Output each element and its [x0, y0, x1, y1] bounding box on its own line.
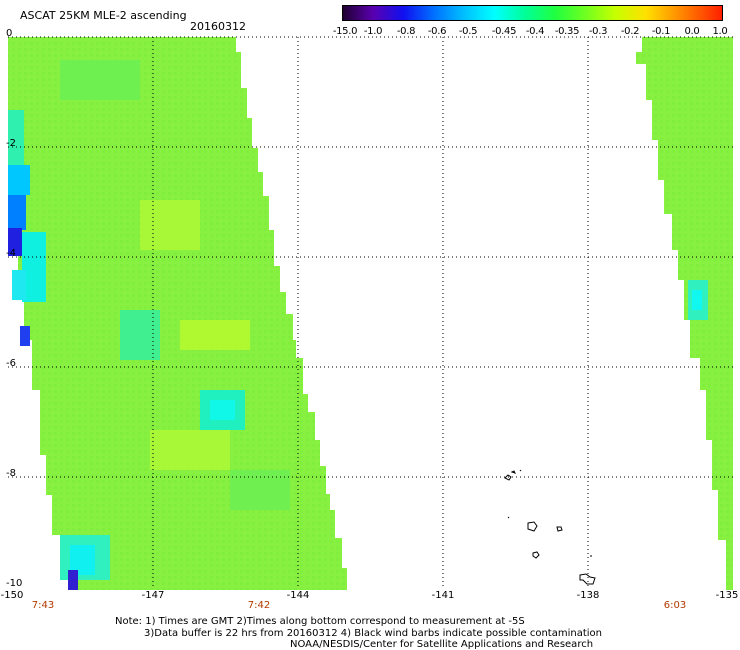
pass-time: 6:03	[663, 600, 687, 611]
colorbar-label: -0.35	[554, 26, 580, 37]
lat-tick: -10	[6, 578, 23, 589]
colorbar-label: -0.1	[651, 26, 671, 37]
left-swath	[8, 37, 347, 590]
note-line-1: Note: 1) Times are GMT 2)Times along bot…	[115, 616, 525, 627]
lon-tick: -147	[141, 590, 165, 601]
lon-tick: -135	[715, 590, 739, 601]
lon-tick: -138	[576, 590, 600, 601]
lat-tick: -6	[6, 358, 16, 369]
right-swath	[636, 37, 733, 590]
right-swath-anomaly	[692, 290, 702, 310]
lat-tick: -2	[6, 138, 16, 149]
lat-tick: 0	[6, 28, 13, 39]
colorbar-label: 0.0	[684, 26, 700, 37]
product-title: ASCAT 25KM MLE-2 ascending	[20, 9, 187, 22]
colorbar-label: -0.45	[491, 26, 517, 37]
colorbar-label: -0.3	[588, 26, 608, 37]
lon-tick: -144	[286, 590, 310, 601]
note-line-2: 3)Data buffer is 22 hrs from 20160312 4)…	[144, 628, 602, 639]
colorbar-label: -0.5	[458, 26, 478, 37]
colorbar-label: -0.8	[396, 26, 416, 37]
lon-tick: -141	[431, 590, 455, 601]
pass-time: 7:43	[31, 600, 55, 611]
colorbar-label: -1.0	[363, 26, 383, 37]
lat-lon-grid	[8, 36, 733, 587]
lat-tick: -8	[6, 468, 16, 479]
lon-tick: -150	[0, 590, 24, 601]
island-outlines	[504, 469, 596, 585]
colorbar-label: -0.6	[427, 26, 447, 37]
note-line-3: NOAA/NESDIS/Center for Satellite Applica…	[290, 639, 594, 650]
colorbar-label: -0.4	[525, 26, 545, 37]
product-date: 20160312	[190, 20, 246, 33]
colorbar	[342, 5, 723, 21]
colorbar-label: -15.0	[332, 26, 358, 37]
colorbar-label: -0.2	[620, 26, 640, 37]
colorbar-label: 1.0	[712, 26, 728, 37]
lat-tick: -4	[6, 248, 16, 259]
pass-time: 7:42	[247, 600, 271, 611]
